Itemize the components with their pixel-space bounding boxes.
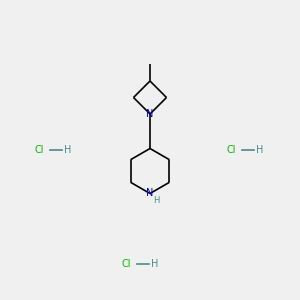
Text: Cl: Cl: [226, 145, 236, 155]
Text: H: H: [256, 145, 263, 155]
Text: Cl: Cl: [34, 145, 44, 155]
Text: H: H: [64, 145, 71, 155]
Text: N: N: [146, 188, 154, 199]
Text: Cl: Cl: [121, 259, 131, 269]
Text: N: N: [146, 109, 154, 119]
Text: H: H: [153, 196, 160, 205]
Text: H: H: [151, 259, 158, 269]
